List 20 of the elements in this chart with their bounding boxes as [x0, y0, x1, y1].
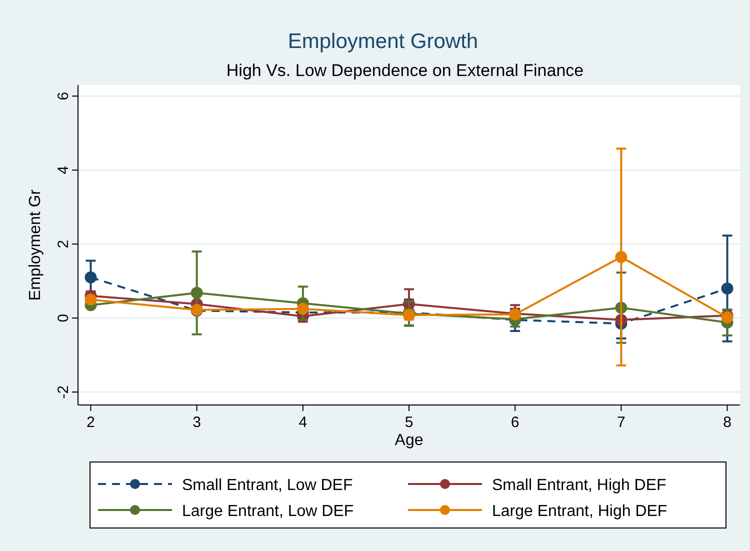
legend-label: Small Entrant, Low DEF — [182, 477, 353, 494]
x-tick-label: 3 — [192, 414, 201, 431]
x-axis-title: Age — [394, 432, 424, 449]
y-tick-label: 2 — [55, 240, 72, 248]
y-tick-label: 4 — [55, 166, 72, 174]
chart-title: Employment Growth — [288, 30, 478, 53]
y-tick-label: -2 — [55, 385, 72, 399]
x-tick-label: 2 — [86, 414, 95, 431]
x-tick-label: 4 — [298, 414, 308, 431]
legend-label: Small Entrant, High DEF — [492, 477, 667, 494]
x-tick-label: 6 — [510, 414, 520, 431]
y-axis-title: Employment Gr — [27, 188, 44, 301]
legend-label: Large Entrant, High DEF — [492, 503, 668, 520]
x-tick-label: 5 — [404, 414, 414, 431]
x-tick-label: 8 — [723, 414, 732, 431]
y-tick-label: 0 — [55, 314, 72, 322]
y-tick-label: 6 — [55, 92, 72, 100]
x-tick-label: 7 — [617, 414, 626, 431]
legend-label: Large Entrant, Low DEF — [182, 503, 354, 520]
chart-subtitle: High Vs. Low Dependence on External Finance — [226, 61, 584, 80]
